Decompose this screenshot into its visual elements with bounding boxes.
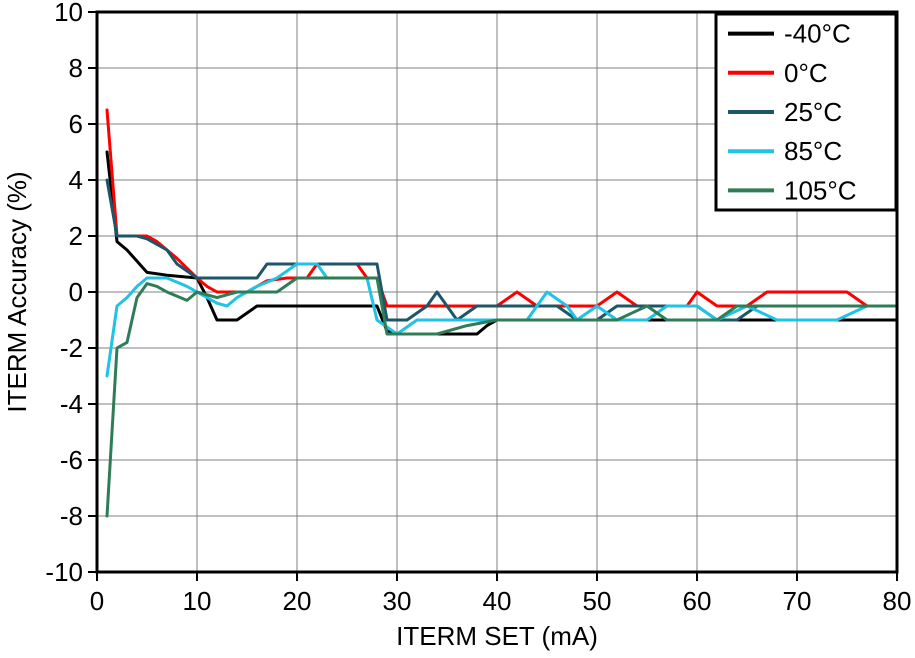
plot-border xyxy=(95,10,899,574)
x-tick-label: 10 xyxy=(183,586,212,616)
y-tick-label: -8 xyxy=(60,501,83,531)
y-tick-label: -4 xyxy=(60,389,83,419)
y-tick-label: -6 xyxy=(60,445,83,475)
x-tick-label: 50 xyxy=(583,586,612,616)
legend-label-0: -40°C xyxy=(784,19,851,49)
y-tick-label: 8 xyxy=(69,53,83,83)
y-tick-label: 10 xyxy=(54,0,83,27)
y-tick-label: -10 xyxy=(45,557,83,587)
y-tick-label: 0 xyxy=(69,277,83,307)
x-tick-label: 70 xyxy=(783,586,812,616)
legend-label-1: 0°C xyxy=(784,58,828,88)
x-tick-label: 30 xyxy=(383,586,412,616)
legend-label-3: 85°C xyxy=(784,136,842,166)
series-line-1 xyxy=(105,108,899,308)
series-line-3 xyxy=(105,262,899,378)
y-axis-title: ITERM Accuracy (%) xyxy=(2,171,32,412)
y-tick-label: -2 xyxy=(60,333,83,363)
series-line-4 xyxy=(105,276,899,518)
x-axis-title: ITERM SET (mA) xyxy=(396,621,598,651)
x-tick-label: 40 xyxy=(483,586,512,616)
x-tick-label: 60 xyxy=(683,586,712,616)
legend-label-4: 105°C xyxy=(784,175,857,205)
x-tick-label: 80 xyxy=(883,586,912,616)
series-group xyxy=(105,108,899,518)
y-tick-label: 4 xyxy=(69,165,83,195)
y-tick-label: 6 xyxy=(69,109,83,139)
y-axis: 10 8 6 4 2 0 -2 -4 -6 -8 -10 xyxy=(45,0,96,587)
x-axis: 0 10 20 30 40 50 60 70 80 xyxy=(90,573,912,616)
legend: -40°C 0°C 25°C 85°C 105°C xyxy=(714,12,898,212)
x-tick-label: 20 xyxy=(283,586,312,616)
y-tick-label: 2 xyxy=(69,221,83,251)
legend-label-2: 25°C xyxy=(784,97,842,127)
x-tick-label: 0 xyxy=(90,586,104,616)
